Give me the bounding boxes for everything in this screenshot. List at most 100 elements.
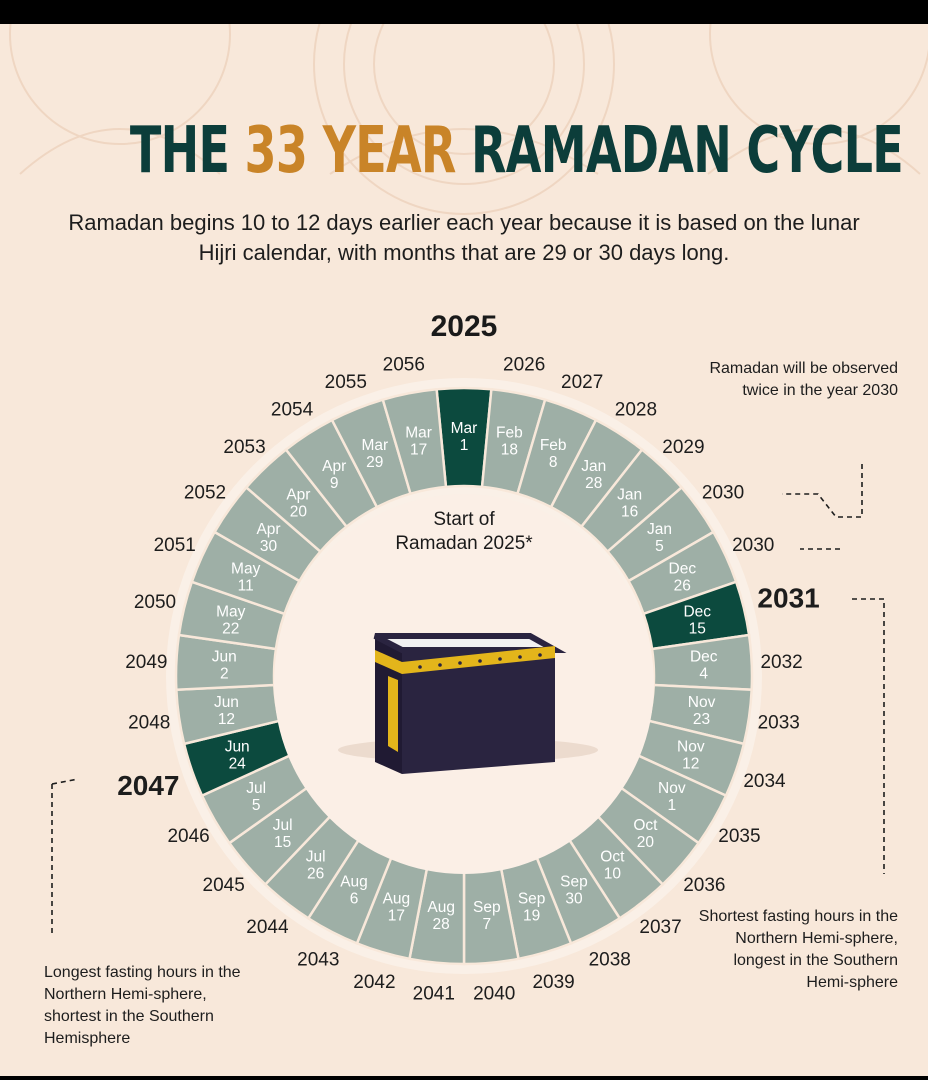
- segment-date-31: Mar 29: [361, 437, 388, 471]
- segment-month: Jan: [617, 486, 642, 503]
- year-label-2049: 2049: [125, 652, 167, 673]
- year-label-2028: 2028: [615, 399, 657, 420]
- segment-date-0: Mar 1: [451, 420, 478, 454]
- year-label-2030: 2030: [702, 483, 744, 504]
- segment-month: Aug: [383, 890, 411, 907]
- segment-date-17: Aug 28: [427, 899, 455, 933]
- segment-day: 7: [483, 916, 492, 933]
- year-label-2030: 2030: [732, 535, 774, 556]
- segment-date-18: Aug 17: [383, 890, 411, 924]
- segment-day: 24: [229, 755, 247, 772]
- segment-month: Jan: [581, 458, 606, 475]
- segment-date-19: Aug 6: [340, 873, 368, 907]
- segment-date-1: Feb 18: [496, 424, 523, 458]
- note-twice-2030: Ramadan will be observed twice in the ye…: [709, 360, 898, 399]
- segment-month: Aug: [427, 899, 455, 916]
- segment-date-30: Apr 9: [322, 458, 346, 492]
- segment-date-28: Apr 30: [256, 521, 280, 555]
- title-prefix: THE: [129, 114, 230, 188]
- kaaba-icon: [338, 633, 598, 774]
- segment-month: Feb: [540, 437, 567, 454]
- segment-day: 28: [433, 916, 450, 933]
- year-label-2041: 2041: [413, 984, 455, 1005]
- segment-day: 4: [699, 666, 708, 683]
- segment-date-10: Nov 12: [677, 738, 705, 772]
- top-year-label: 2025: [430, 310, 498, 343]
- year-label-2038: 2038: [589, 950, 631, 971]
- segment-day: 10: [604, 866, 622, 883]
- year-label-2044: 2044: [246, 917, 289, 938]
- title-accent: 33 YEAR: [244, 114, 457, 188]
- segment-day: 26: [307, 866, 324, 883]
- segment-date-8: Dec 4: [690, 649, 718, 683]
- segment-day: 15: [274, 834, 291, 851]
- segment-day: 8: [549, 454, 558, 471]
- segment-date-4: Jan 16: [617, 486, 642, 520]
- segment-month: Oct: [600, 849, 625, 866]
- year-label-2027: 2027: [561, 372, 603, 393]
- year-label-2039: 2039: [532, 972, 574, 993]
- year-label-2033: 2033: [758, 712, 800, 733]
- segment-month: Jun: [212, 649, 237, 666]
- segment-month: Nov: [688, 694, 716, 711]
- segment-day: 18: [501, 441, 518, 458]
- year-labels: 2026202720282029203020302031203220332034…: [117, 355, 820, 1005]
- title-suffix: RAMADAN CYCLE: [470, 114, 904, 188]
- segment-month: May: [231, 560, 261, 577]
- year-label-2045: 2045: [203, 875, 245, 896]
- year-label-2032: 2032: [760, 652, 802, 673]
- year-label-2053: 2053: [223, 437, 265, 458]
- segment-day: 15: [689, 620, 706, 637]
- segment-month: Jul: [306, 849, 326, 866]
- segment-month: Jan: [647, 521, 672, 538]
- segment-date-29: Apr 20: [286, 486, 310, 520]
- segment-date-5: Jan 5: [647, 521, 672, 555]
- center-start-label: Start of Ramadan 2025*: [354, 508, 574, 556]
- year-label-2042: 2042: [353, 972, 395, 993]
- ring-segment-32: [381, 387, 448, 496]
- segment-date-21: Jul 15: [273, 817, 293, 851]
- year-label-2031: 2031: [757, 582, 819, 613]
- segment-date-20: Jul 26: [306, 849, 326, 883]
- segment-month: Mar: [361, 437, 388, 454]
- year-label-2040: 2040: [473, 984, 515, 1005]
- year-label-2055: 2055: [325, 372, 367, 393]
- segment-day: 1: [460, 437, 469, 454]
- segment-month: Apr: [322, 458, 346, 475]
- segment-day: 5: [655, 538, 664, 555]
- segment-date-23: Jun 24: [225, 738, 250, 772]
- segment-month: Sep: [560, 873, 588, 890]
- year-label-2054: 2054: [271, 399, 314, 420]
- segment-month: Jun: [214, 694, 239, 711]
- segment-date-3: Jan 28: [581, 458, 606, 492]
- segment-date-2: Feb 8: [540, 437, 567, 471]
- segment-day: 29: [366, 454, 383, 471]
- segment-month: Nov: [677, 738, 705, 755]
- segment-date-24: Jun 12: [214, 694, 239, 728]
- subtitle: Ramadan begins 10 to 12 days earlier eac…: [68, 210, 860, 265]
- segment-day: 5: [252, 797, 261, 814]
- segment-day: 1: [668, 797, 677, 814]
- segment-month: Dec: [683, 603, 711, 620]
- segment-date-25: Jun 2: [212, 649, 237, 683]
- year-label-2051: 2051: [154, 535, 196, 556]
- year-label-2048: 2048: [128, 712, 170, 733]
- segment-date-27: May 11: [231, 560, 261, 594]
- segment-date-12: Oct 20: [633, 817, 658, 851]
- segment-month: Jul: [246, 780, 266, 797]
- segment-date-11: Nov 1: [658, 780, 686, 814]
- year-label-2046: 2046: [167, 826, 209, 847]
- segment-month: Apr: [256, 521, 280, 538]
- background-pattern: [9, 24, 928, 215]
- annotation-lines: [51, 464, 885, 934]
- segment-month: Feb: [496, 424, 523, 441]
- segment-date-22: Jul 5: [246, 780, 266, 814]
- segment-month: Mar: [405, 424, 432, 441]
- segment-date-13: Oct 10: [600, 849, 625, 883]
- segment-month: Dec: [690, 649, 718, 666]
- segment-month: Jul: [273, 817, 293, 834]
- year-label-2026: 2026: [503, 355, 545, 376]
- segment-month: Oct: [633, 817, 658, 834]
